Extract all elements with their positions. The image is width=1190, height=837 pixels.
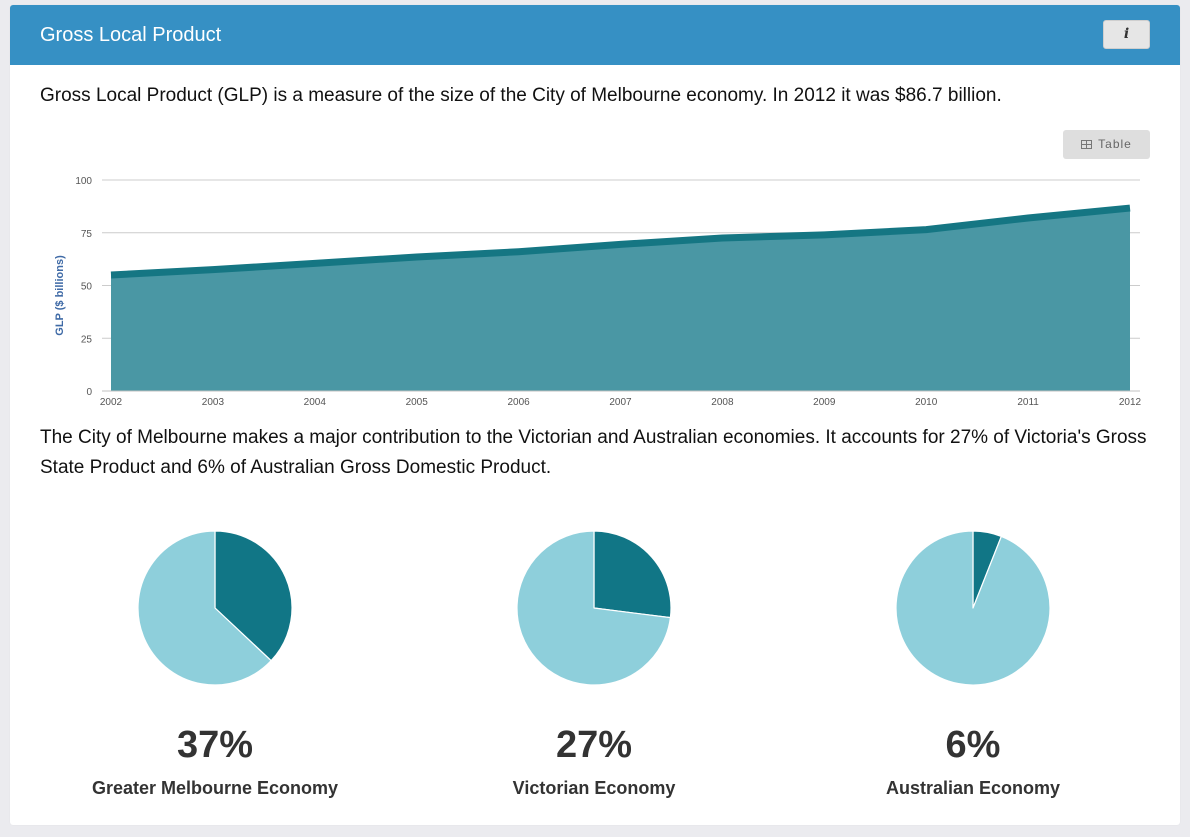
table-button-label: Table (1098, 137, 1132, 151)
x-tick-label: 2003 (202, 397, 225, 408)
glp-data-point (516, 249, 522, 255)
pie-slice-remainder (895, 530, 1051, 686)
x-tick-label: 2010 (915, 397, 938, 408)
table-icon (1081, 140, 1093, 149)
glp-data-point (414, 254, 420, 260)
glp-data-point (1025, 215, 1031, 221)
x-tick-label: 2005 (406, 397, 429, 408)
glp-data-point (618, 241, 624, 247)
pie-block-australian: 6% Australian Economy (823, 530, 1123, 810)
pie-percent: 6% (945, 724, 1001, 766)
x-tick-label: 2012 (1119, 397, 1142, 408)
panel-title: Gross Local Product (40, 24, 222, 46)
x-tick-label: 2002 (100, 397, 123, 408)
pie-percent: 37% (176, 724, 254, 766)
pie-chart (895, 530, 1051, 686)
glp-data-point (1127, 205, 1133, 211)
pie-chart (137, 530, 293, 686)
pie-slice-share (214, 530, 293, 662)
pie-slice-remainder (516, 530, 671, 686)
pie-block-victorian: 27% Victorian Economy (444, 530, 744, 810)
x-tick-label: 2004 (304, 397, 327, 408)
contribution-text: The City of Melbourne makes a major cont… (40, 427, 1147, 478)
x-tick-label: 2007 (609, 397, 632, 408)
pie-label: Australian Economy (885, 778, 1061, 798)
y-tick-label: 25 (81, 334, 93, 345)
intro-text: Gross Local Product (GLP) is a measure o… (40, 85, 1002, 106)
pie-chart (516, 530, 672, 686)
pie-label: Victorian Economy (512, 778, 676, 798)
glp-data-point (821, 232, 827, 238)
pie-slice-remainder (137, 530, 272, 686)
glp-data-point (923, 227, 929, 233)
panel-header: Gross Local Product i (10, 5, 1180, 65)
y-tick-label: 75 (81, 229, 93, 240)
x-tick-label: 2011 (1017, 397, 1039, 408)
glp-panel: Gross Local Product i Gross Local Produc… (10, 5, 1180, 825)
y-tick-label: 0 (86, 387, 92, 398)
pie-label: Greater Melbourne Economy (91, 778, 339, 798)
glp-series-line (110, 204, 1131, 279)
pie-slice-share (593, 530, 672, 619)
y-axis-title: GLP ($ billions) (54, 255, 66, 336)
x-tick-label: 2008 (711, 397, 734, 408)
glp-data-point (719, 235, 725, 241)
glp-data-point (210, 267, 216, 273)
glp-data-point (108, 272, 114, 278)
y-tick-label: 100 (75, 176, 92, 187)
x-tick-label: 2009 (813, 397, 836, 408)
glp-area (111, 208, 1130, 391)
x-tick-label: 2006 (507, 397, 530, 408)
info-button[interactable]: i (1103, 20, 1150, 49)
glp-area-chart: 0 25 50 75 100 2002 2003 2004 2005 2006 2007 2008 20… (54, 176, 1142, 408)
pie-percent: 27% (555, 724, 633, 766)
table-button[interactable]: Table (1063, 130, 1150, 159)
pie-block-greater-melbourne: 37% Greater Melbourne Economy (65, 530, 365, 810)
glp-data-point (312, 260, 318, 266)
y-tick-label: 50 (81, 282, 93, 293)
